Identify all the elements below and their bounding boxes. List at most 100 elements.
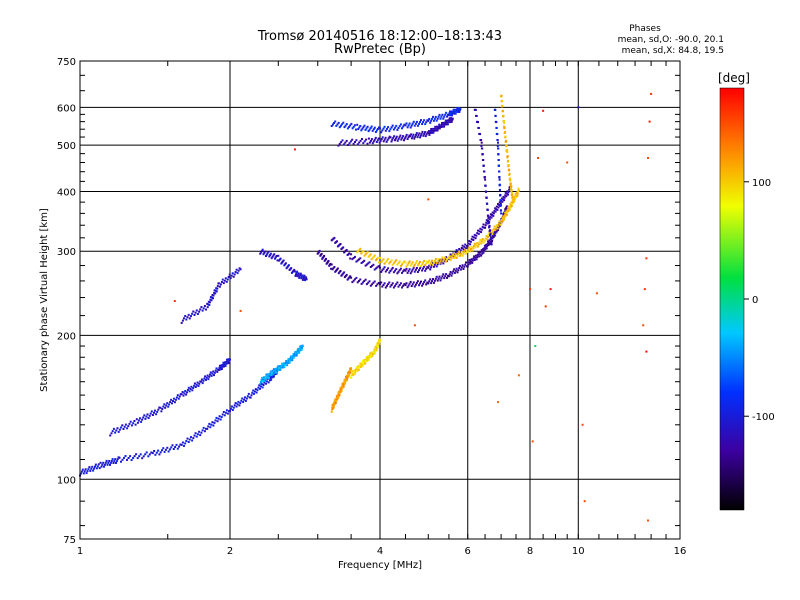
echo-point [492, 212, 495, 215]
echo-point [460, 247, 463, 249]
echo-point [243, 398, 246, 401]
echo-point [498, 225, 501, 228]
echo-point [424, 131, 426, 134]
echo-point [427, 132, 430, 135]
echo-point [442, 121, 445, 124]
echo-point [493, 225, 496, 228]
echo-point [375, 258, 378, 260]
y-axis-label: Stationary phase Virtual Height [km] [39, 208, 50, 392]
echo-point [364, 128, 367, 131]
echo-point [440, 115, 443, 118]
echo-point [431, 280, 433, 283]
echo-point [245, 397, 248, 400]
echo-point [379, 139, 382, 142]
echo-point [435, 125, 438, 128]
echo-point [373, 126, 376, 129]
echo-point [268, 374, 271, 377]
echo-point [452, 110, 455, 113]
echo-point [477, 121, 479, 124]
echo-point [442, 262, 445, 265]
echo-point [207, 425, 210, 428]
echo-point [416, 271, 419, 273]
echo-point [230, 405, 233, 408]
echo-point [379, 266, 381, 269]
echo-point [375, 349, 378, 352]
echo-point [446, 119, 449, 122]
echo-point [460, 250, 463, 253]
echo-point [330, 125, 333, 127]
echo-point [507, 159, 510, 162]
echo-point [175, 396, 178, 399]
echo-point [468, 259, 471, 261]
echo-point [271, 369, 274, 372]
echo-point [465, 247, 467, 250]
echo-point [459, 249, 462, 252]
echo-point [401, 263, 403, 266]
echo-point [481, 147, 484, 150]
echo-point [279, 368, 282, 371]
echo-point [370, 353, 373, 356]
echo-point [504, 194, 507, 197]
echo-point [473, 242, 476, 245]
echo-point [432, 281, 435, 284]
echo-point [240, 399, 243, 402]
echo-point [302, 277, 305, 280]
echo-point [157, 449, 160, 452]
echo-point [577, 106, 580, 109]
echo-point [483, 176, 486, 179]
echo-point [509, 178, 512, 181]
chart-subtitle: RwPretec (Bp) [334, 42, 426, 57]
echo-point [504, 211, 507, 214]
echo-point [402, 125, 405, 128]
echo-point [158, 453, 161, 456]
echo-point [161, 449, 163, 452]
echo-point [502, 114, 505, 117]
echo-point [469, 260, 472, 263]
echo-point [432, 115, 434, 118]
echo-point [647, 157, 649, 159]
echo-point [260, 383, 263, 385]
echo-point [434, 125, 437, 128]
echo-point [201, 382, 204, 385]
echo-point [174, 398, 177, 401]
echo-point [105, 459, 108, 462]
echo-point [397, 270, 400, 273]
echo-point [259, 383, 262, 386]
echo-point [298, 351, 301, 354]
echo-point [201, 309, 204, 312]
echo-point [272, 254, 275, 257]
echo-point [292, 356, 295, 359]
echo-point [486, 245, 489, 248]
phase-info-x: mean, sd,X: 84.8, 19.5 [622, 46, 724, 56]
echo-point [480, 242, 483, 245]
echo-point [187, 441, 190, 443]
echo-point [471, 249, 474, 252]
echo-point [438, 127, 441, 130]
echo-point [498, 204, 501, 206]
echo-point [513, 197, 516, 200]
echo-point [508, 168, 511, 171]
echo-point [99, 461, 102, 464]
echo-point [289, 355, 292, 358]
echo-point [116, 427, 119, 430]
echo-point [90, 467, 93, 470]
echo-point [380, 270, 383, 273]
echo-point [292, 353, 295, 355]
echo-point [566, 161, 569, 164]
echo-point [295, 273, 297, 276]
echo-point [211, 421, 214, 424]
echo-point [298, 275, 301, 278]
echo-point [184, 442, 187, 445]
echo-point [504, 130, 507, 133]
echo-point [276, 259, 279, 262]
echo-point [495, 121, 498, 124]
echo-point [150, 410, 153, 413]
echo-point [507, 164, 510, 166]
echo-point [415, 267, 418, 269]
echo-point [377, 345, 380, 348]
echo-point [122, 428, 125, 430]
echo-point [356, 259, 359, 262]
echo-point [274, 367, 277, 370]
echo-point [395, 268, 398, 271]
echo-point [104, 461, 107, 464]
